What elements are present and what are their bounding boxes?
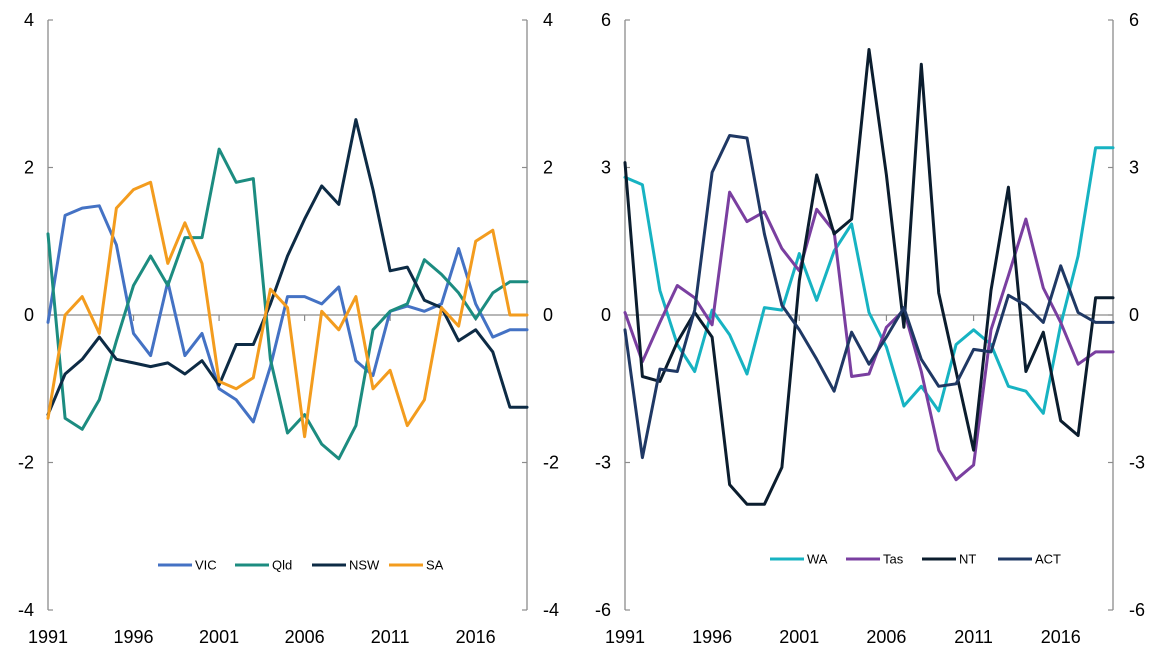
x-tick-label: 1991 (28, 627, 68, 647)
y-tick-label-right: 2 (543, 158, 553, 178)
x-tick-label: 2001 (199, 627, 239, 647)
x-tick-label: 1991 (605, 627, 645, 647)
y-tick-label-right: -4 (543, 600, 559, 620)
left-chart-panel: -4 -2 0 2 4 -4 -2 0 2 4 1991 1996 2001 2006 2011 2016 VI… (18, 10, 559, 647)
x-tick-label: 2016 (1041, 627, 1081, 647)
legend: VIC Qld NSW SA (158, 558, 444, 573)
y-tick-label-right: 0 (1129, 305, 1139, 325)
x-tick-label: 2001 (779, 627, 819, 647)
legend-label-nt: NT (959, 552, 976, 567)
y-tick-label-right: -6 (1129, 600, 1145, 620)
y-tick-label-left: 0 (601, 305, 611, 325)
legend-label-qld: Qld (272, 558, 292, 573)
x-tick-label: 2011 (954, 627, 993, 647)
x-tick-label: 1996 (692, 627, 732, 647)
y-tick-label-left: -2 (18, 453, 34, 473)
x-tick-label: 2006 (866, 627, 906, 647)
legend-label-tas: Tas (883, 552, 904, 567)
y-tick-label-left: -4 (18, 600, 34, 620)
right-chart-panel: -6 -3 0 3 6 -6 -3 0 3 6 1991 1996 2001 2006 2011 2016 WA… (595, 10, 1145, 647)
y-tick-label-right: -2 (543, 453, 559, 473)
y-tick-label-left: 3 (601, 158, 611, 178)
legend-label-wa: WA (807, 552, 828, 567)
x-tick-label: 2011 (371, 627, 410, 647)
series-line-nt (623, 48, 1115, 506)
x-tick-label: 2006 (285, 627, 325, 647)
series-line-act (623, 134, 1115, 460)
y-tick-label-left: 2 (24, 158, 34, 178)
y-tick-label-left: 4 (24, 10, 34, 30)
y-tick-label-right: 0 (543, 305, 553, 325)
x-tick-label: 1996 (114, 627, 154, 647)
y-tick-label-right: -3 (1129, 453, 1145, 473)
x-tick-label: 2016 (456, 627, 496, 647)
y-tick-label-right: 3 (1129, 158, 1139, 178)
series-line-nsw (46, 118, 529, 417)
y-tick-label-left: -6 (595, 600, 611, 620)
legend-label-sa: SA (426, 558, 444, 573)
legend-label-act: ACT (1035, 552, 1061, 567)
legend: WA Tas NT ACT (770, 552, 1061, 567)
y-tick-label-right: 4 (543, 10, 553, 30)
series-line-sa (46, 180, 529, 439)
y-tick-label-left: 6 (601, 10, 611, 30)
legend-label-nsw: NSW (349, 558, 380, 573)
y-tick-label-left: 0 (24, 305, 34, 325)
y-tick-label-right: 6 (1129, 10, 1139, 30)
series-line-tas (623, 190, 1115, 482)
y-tick-label-left: -3 (595, 453, 611, 473)
legend-label-vic: VIC (195, 558, 217, 573)
series-line-qld (46, 147, 529, 461)
